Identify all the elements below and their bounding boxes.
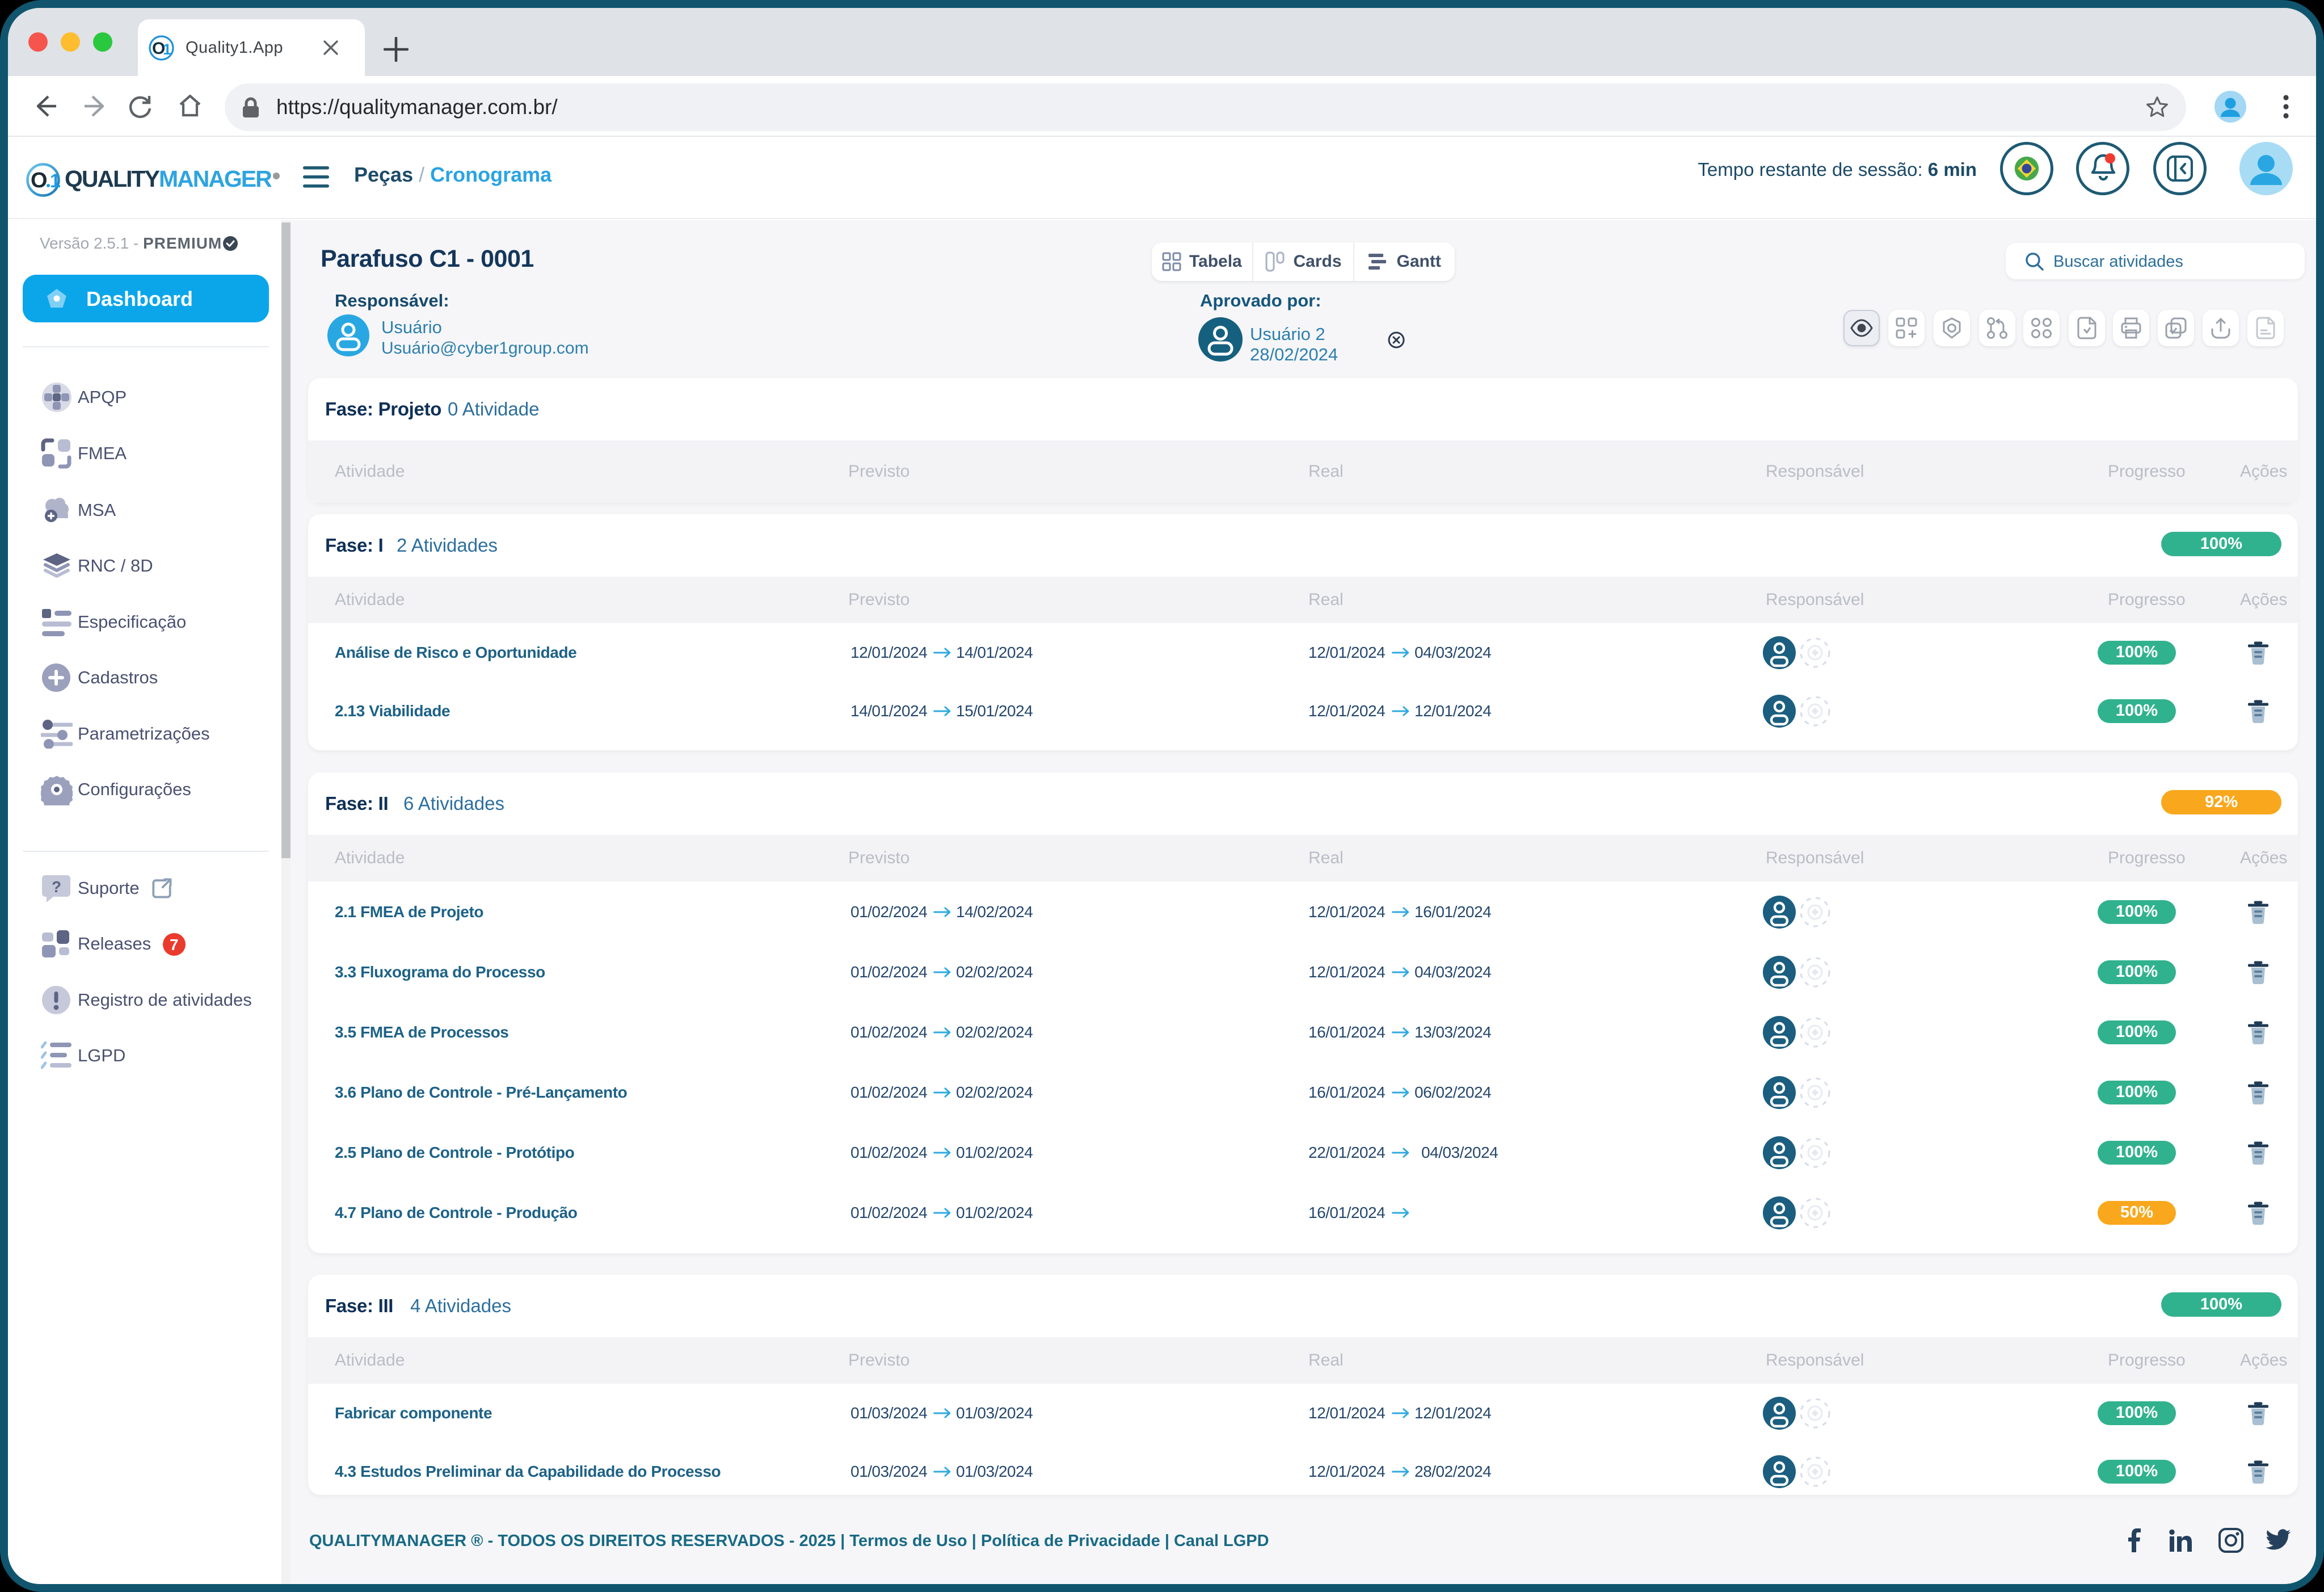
svg-text:?: ? [52, 878, 61, 896]
svg-text:O: O [152, 39, 165, 58]
svg-text:1: 1 [163, 41, 171, 58]
svg-text:O: O [31, 169, 48, 192]
svg-text:7: 7 [170, 936, 179, 953]
svg-text:1: 1 [50, 170, 61, 192]
